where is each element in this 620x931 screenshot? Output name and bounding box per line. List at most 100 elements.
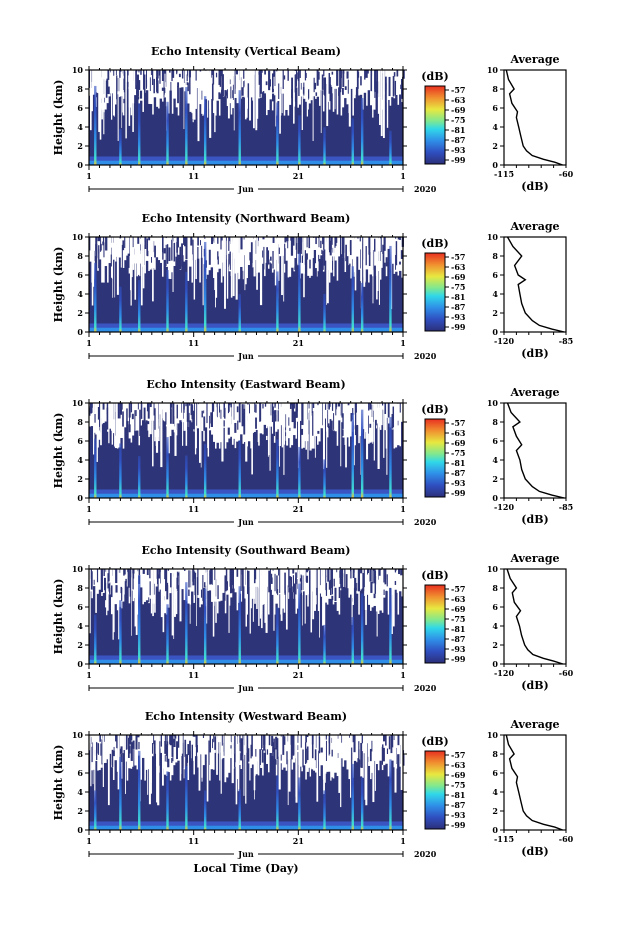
- echo-column: [222, 96, 225, 118]
- clear-gap: [278, 735, 281, 790]
- echo-speckle: [341, 573, 344, 597]
- clear-gap: [257, 403, 260, 443]
- echo-column: [200, 113, 204, 118]
- echo-speckle: [229, 251, 232, 264]
- echo-speckle: [165, 569, 168, 584]
- echo-speckle: [121, 587, 123, 601]
- echo-column: [302, 447, 306, 451]
- echo-column: [208, 270, 212, 285]
- echo-speckle: [254, 74, 256, 88]
- clear-gap: [310, 569, 313, 633]
- echo-speckle: [333, 578, 335, 587]
- echo-speckle: [173, 738, 176, 748]
- clear-gap: [194, 403, 197, 455]
- echo-speckle: [301, 255, 304, 263]
- clear-gap: [246, 70, 248, 118]
- echo-speckle: [230, 745, 232, 749]
- y-tick-label: 6: [77, 602, 83, 612]
- echo-speckle: [171, 70, 175, 78]
- echo-column: [381, 425, 384, 451]
- echo-column: [351, 115, 355, 118]
- colorbar-tick-label: -57: [451, 584, 465, 594]
- echo-column: [228, 438, 231, 451]
- clear-gap: [202, 70, 203, 116]
- clear-gap: [94, 735, 96, 803]
- echo-speckle: [135, 735, 138, 750]
- clear-gap: [312, 569, 315, 620]
- echo-column: [232, 588, 235, 617]
- echo-column: [302, 98, 306, 118]
- panel-title: Echo Intensity (Westward Beam): [145, 710, 347, 723]
- echo-column: [143, 92, 147, 118]
- avg-y-tick-label: 8: [492, 583, 498, 593]
- clear-gap: [313, 569, 316, 611]
- echo-speckle: [138, 741, 141, 750]
- clear-gap: [392, 569, 395, 627]
- echo-column: [89, 756, 92, 783]
- echo-column: [159, 262, 163, 285]
- echo-speckle: [394, 569, 397, 573]
- echo-speckle: [151, 257, 153, 263]
- echo-column: [383, 262, 386, 285]
- echo-column: [157, 108, 161, 118]
- clear-gap: [276, 237, 279, 277]
- echo-speckle: [199, 70, 202, 72]
- echo-column: [314, 268, 318, 285]
- clear-gap: [222, 237, 224, 277]
- rain-spike: [138, 280, 141, 332]
- echo-column: [338, 91, 341, 118]
- avg-x-tick-label: -120: [494, 668, 514, 678]
- echo-speckle: [240, 569, 242, 592]
- echo-speckle: [182, 742, 185, 768]
- clear-gap: [283, 237, 285, 302]
- colorbar-label: (dB): [421, 403, 448, 416]
- echo-speckle: [382, 403, 384, 406]
- echo-column: [96, 447, 100, 451]
- echo-column: [147, 603, 151, 617]
- echo-column: [348, 265, 351, 285]
- echo-column: [247, 441, 251, 451]
- echo-speckle: [170, 81, 172, 103]
- echo-column: [232, 108, 235, 118]
- echo-column: [283, 767, 286, 783]
- average-profile-line: [505, 734, 563, 831]
- echo-speckle: [226, 569, 228, 585]
- echo-column: [304, 779, 308, 783]
- echo-column: [157, 260, 161, 285]
- echo-speckle: [227, 262, 229, 268]
- echo-column: [320, 90, 323, 118]
- echo-speckle: [302, 749, 304, 768]
- echo-speckle: [161, 87, 164, 91]
- average-title: Average: [509, 220, 559, 233]
- clear-gap: [307, 403, 309, 460]
- echo-speckle: [307, 89, 310, 99]
- clear-gap: [129, 237, 132, 291]
- clear-gap: [253, 735, 256, 791]
- x-tick-label: 1: [86, 836, 92, 846]
- echo-speckle: [301, 428, 304, 435]
- clear-gap: [113, 569, 115, 633]
- echo-speckle: [317, 403, 319, 406]
- echo-column: [226, 106, 229, 118]
- echo-column: [210, 434, 214, 451]
- rain-spike: [203, 241, 207, 332]
- echo-speckle: [157, 575, 159, 601]
- echo-column: [314, 98, 318, 118]
- echo-speckle: [188, 403, 191, 406]
- echo-column: [338, 256, 341, 285]
- echo-column: [393, 273, 396, 285]
- echo-speckle: [261, 749, 264, 763]
- echo-speckle: [361, 735, 363, 744]
- echo-speckle: [173, 739, 175, 743]
- echo-column: [261, 434, 265, 451]
- echo-column: [143, 273, 147, 285]
- echo-speckle: [394, 589, 397, 598]
- echo-speckle: [128, 745, 131, 754]
- echo-speckle: [122, 240, 125, 251]
- echo-column: [92, 769, 96, 783]
- rain-spike: [360, 409, 364, 498]
- echo-column: [189, 420, 192, 451]
- echo-column: [193, 431, 196, 451]
- echo-column: [340, 758, 343, 783]
- echo-speckle: [115, 735, 117, 742]
